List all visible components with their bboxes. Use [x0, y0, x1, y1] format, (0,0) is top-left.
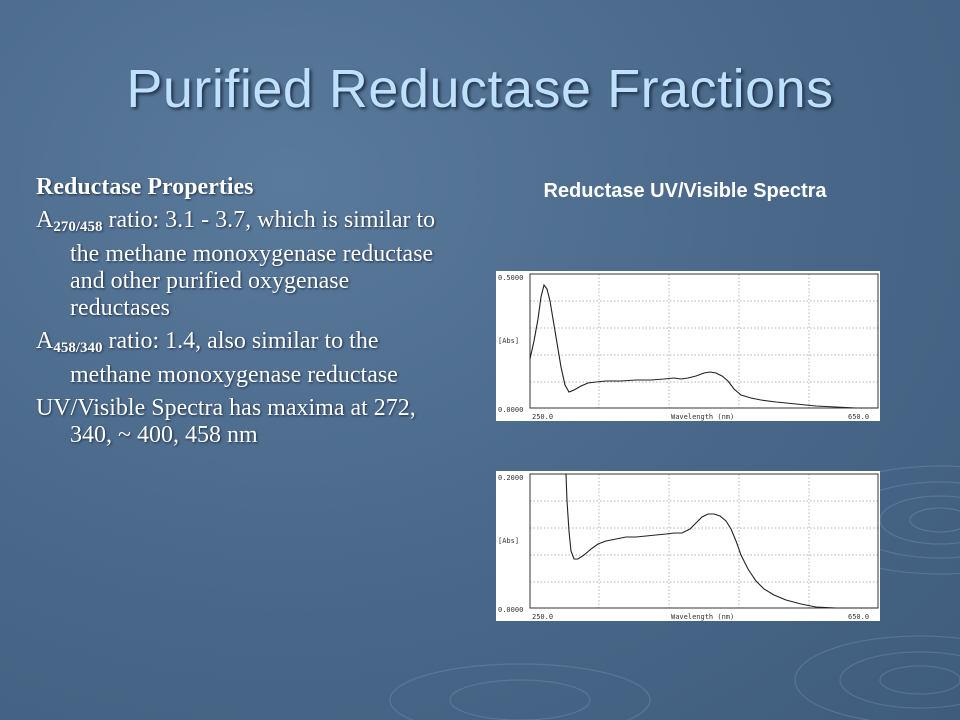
property-text: ratio: 1.4, also similar to the methane … [70, 328, 398, 388]
property-prefix: A [36, 328, 54, 354]
property-prefix: A [36, 207, 54, 233]
y-bottom-label: 0.0000 [498, 406, 523, 414]
property-item-1: A270/458 ratio: 3.1 - 3.7, which is simi… [36, 207, 436, 322]
y-top-label: 0.5000 [498, 274, 523, 282]
x-end-label: 650.0 [848, 613, 869, 621]
property-item-2: A458/340 ratio: 1.4, also similar to the… [36, 328, 436, 389]
spectrum-curve-1 [529, 283, 878, 409]
x-start-label: 250.0 [532, 613, 553, 621]
x-start-label: 250.0 [532, 413, 553, 421]
x-end-label: 650.0 [848, 413, 869, 421]
property-text: UV/Visible Spectra has maxima at 272, 34… [36, 395, 416, 448]
properties-panel: Reductase Properties A270/458 ratio: 3.1… [36, 174, 436, 455]
property-subscript: 458/340 [53, 340, 103, 356]
spectrum-plot-1: 0.5000 [Abs] 0.0000 250.0 Wavelength (nm… [496, 271, 880, 421]
x-axis-label: Wavelength (nm) [671, 613, 734, 621]
properties-heading: Reductase Properties [36, 174, 254, 200]
y-axis-label: [Abs] [498, 537, 519, 545]
property-text: ratio: 3.1 - 3.7, which is similar to th… [70, 207, 436, 321]
spectra-heading: Reductase UV/Visible Spectra [543, 180, 827, 202]
y-bottom-label: 0.0000 [498, 606, 523, 614]
spectrum-plot-2: 0.2000 [Abs] 0.0000 250.0 Wavelength (nm… [496, 471, 880, 621]
slide-title: Purified Reductase Fractions [126, 59, 834, 119]
spectrum-curve-2 [565, 473, 878, 609]
property-item-3: UV/Visible Spectra has maxima at 272, 34… [36, 395, 436, 449]
x-axis-label: Wavelength (nm) [671, 413, 734, 421]
y-top-label: 0.2000 [498, 474, 523, 482]
y-axis-label: [Abs] [498, 337, 519, 345]
property-subscript: 270/458 [53, 219, 103, 235]
